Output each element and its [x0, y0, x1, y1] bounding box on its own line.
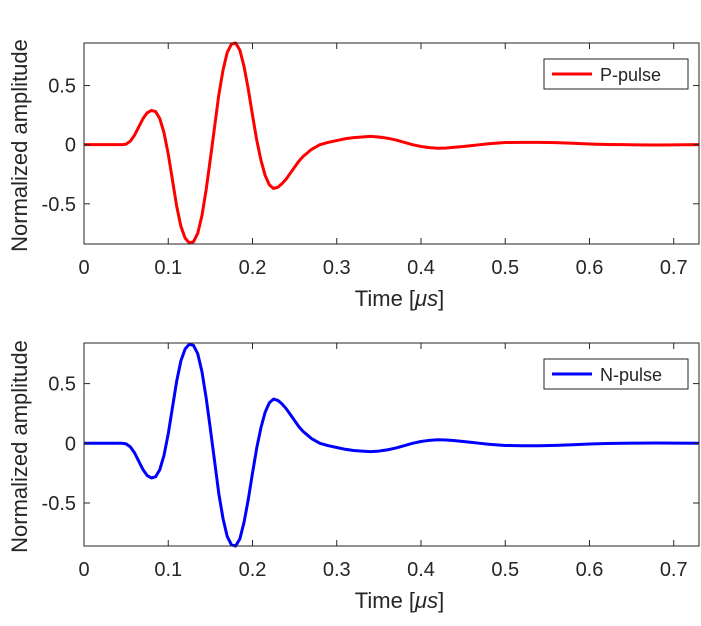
- chart1-ytick-label: 0: [65, 135, 76, 157]
- chart1-xtick-label: 0.2: [239, 257, 267, 279]
- chart2-xtick-label: 0.2: [239, 559, 267, 581]
- chart1-series-p-pulse: [84, 41, 700, 245]
- chart2-xtick-label: 0.7: [660, 559, 688, 581]
- chart2-ytick-label: -0.5: [42, 493, 76, 515]
- chart1-xtick-label: 0.3: [323, 257, 351, 279]
- chart1-legend-label: P-pulse: [600, 65, 661, 85]
- chart2-legend: N-pulse: [543, 358, 689, 390]
- chart1-plot-frame: [83, 42, 700, 245]
- chart2-xlabel: Time [μs]: [355, 588, 444, 613]
- chart1-xtick-label: 0: [78, 257, 89, 279]
- chart1-xtick-label: 0.1: [154, 257, 182, 279]
- chart2-series-n-pulse: [84, 342, 700, 548]
- chart1: 0 0.1 0.2 0.3 0.4 0.5 0.6 0.7 -0.5 0 0.5 Time [μs] N…: [7, 39, 700, 311]
- chart1-xlabel-end: ]: [438, 286, 444, 311]
- chart1-ytick-label: 0.5: [48, 76, 76, 98]
- chart1-legend: P-pulse: [543, 58, 689, 90]
- chart2-xtick-label: 0: [78, 559, 89, 581]
- chart1-xtick-label: 0.4: [407, 257, 435, 279]
- chart2: 0 0.1 0.2 0.3 0.4 0.5 0.6 0.7 -0.5 0 0.5 Time [μs] N…: [7, 340, 700, 613]
- chart2-legend-label: N-pulse: [600, 365, 662, 385]
- chart2-xtick-label: 0.3: [323, 559, 351, 581]
- chart2-xtick-label: 0.4: [407, 559, 435, 581]
- chart2-xtick-label: 0.6: [576, 559, 604, 581]
- chart2-xtick-label: 0.1: [154, 559, 182, 581]
- chart1-ytick-label: -0.5: [42, 194, 76, 216]
- chart2-xlabel-unit: μs: [414, 588, 438, 613]
- chart1-xlabel: Time [μs]: [355, 286, 444, 311]
- chart1-xlabel-unit: μs: [414, 286, 438, 311]
- chart2-xtick-label: 0.5: [491, 559, 519, 581]
- chart2-ytick-label: 0.5: [48, 374, 76, 396]
- chart2-ylabel: Normalized amplitude: [7, 340, 32, 553]
- chart2-xlabel-text: Time [: [355, 588, 415, 613]
- chart1-xtick-label: 0.5: [491, 257, 519, 279]
- chart1-xtick-label: 0.6: [576, 257, 604, 279]
- chart2-xlabel-end: ]: [438, 588, 444, 613]
- chart2-plot-frame: [83, 342, 700, 547]
- chart1-xtick-label: 0.7: [660, 257, 688, 279]
- chart1-ylabel: Normalized amplitude: [7, 39, 32, 252]
- chart2-ytick-label: 0: [65, 433, 76, 455]
- chart1-xlabel-text: Time [: [355, 286, 415, 311]
